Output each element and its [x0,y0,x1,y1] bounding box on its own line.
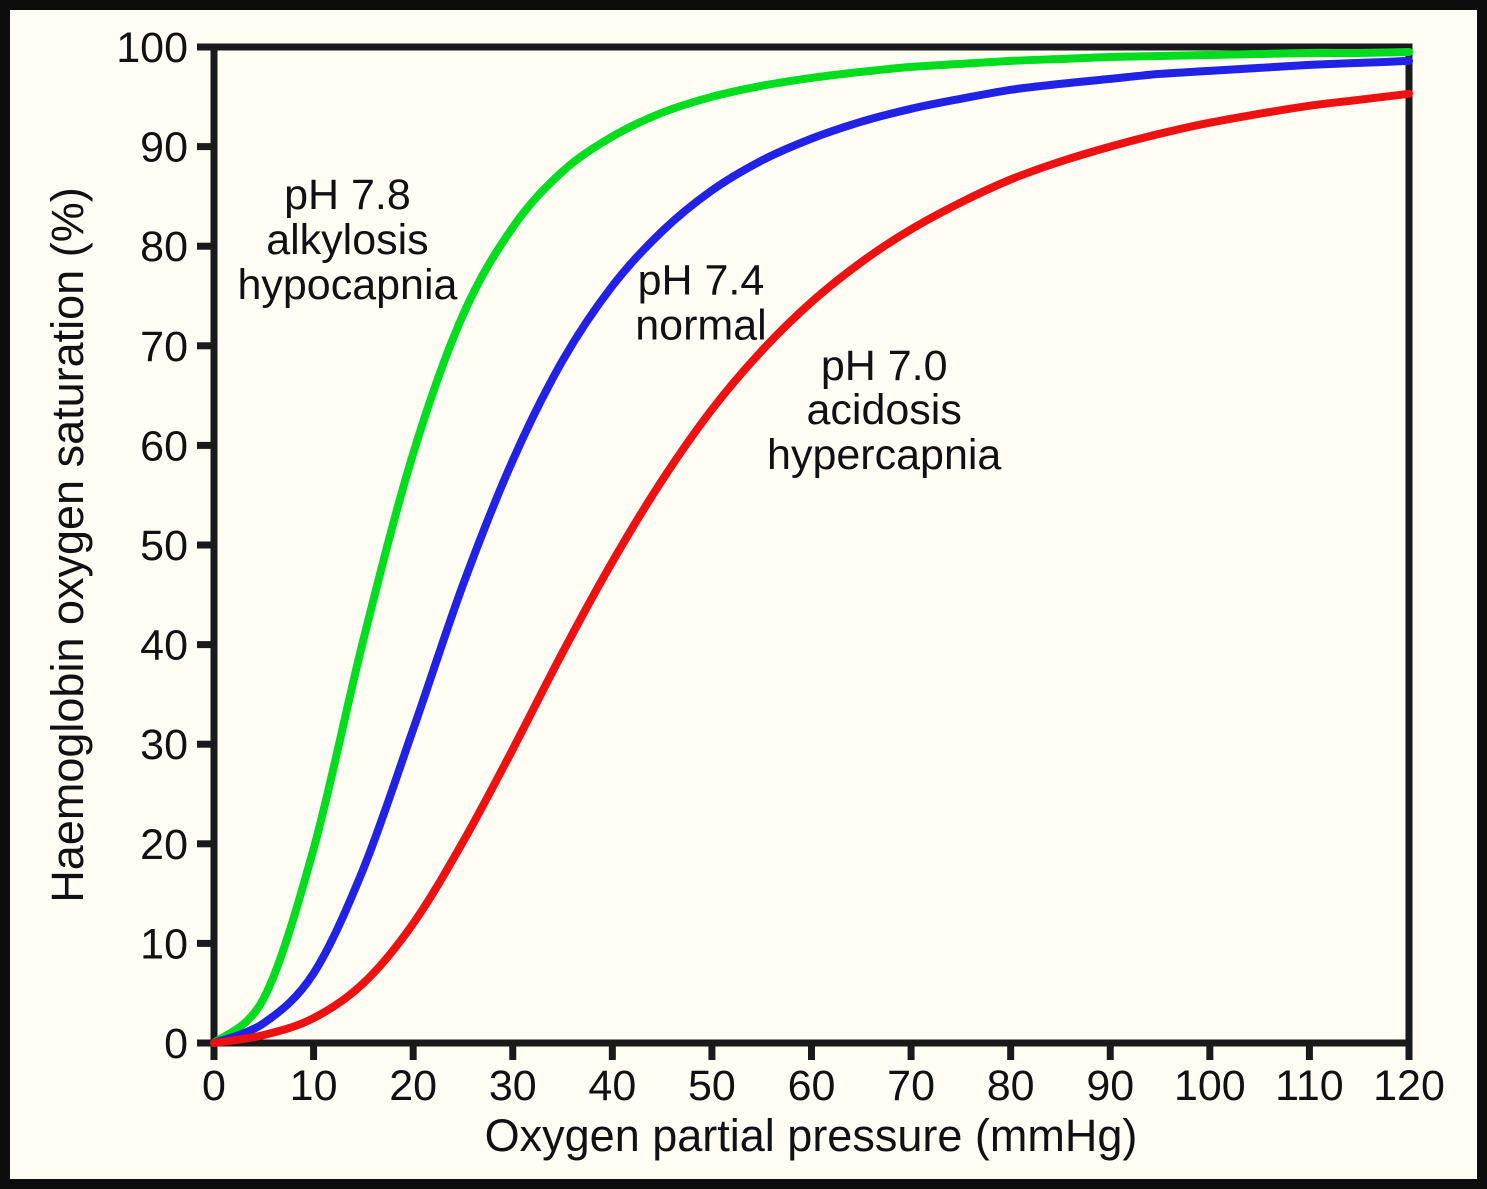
y-tick-label: 90 [140,124,188,172]
annotation-line: pH 7.8 [284,171,411,220]
annotation-line: acidosis [806,386,962,435]
y-tick-label: 20 [140,821,188,869]
x-tick-label: 10 [290,1062,338,1110]
annotation-line: pH 7.0 [820,341,948,390]
x-tick-label: 50 [688,1062,736,1110]
x-tick-label: 70 [887,1062,935,1110]
x-tick-label: 60 [788,1062,836,1110]
x-tick-label: 80 [987,1062,1035,1110]
annotation-line: hypercapnia [767,430,1002,479]
curve-2-ph-7-0 [210,89,1413,1047]
y-tick-label: 100 [116,24,188,72]
annotation-line: pH 7.4 [637,256,765,305]
annotation-line: hypocapnia [237,260,458,309]
x-tick-label: 110 [1275,1062,1344,1110]
y-tick-label: 40 [140,622,188,670]
annotation-ph-7-4: pH 7.4 normal [635,258,766,347]
x-tick-label: 90 [1086,1062,1134,1110]
x-tick-label: 0 [202,1062,226,1110]
y-tick-label: 60 [140,422,188,470]
x-tick-label: 30 [489,1062,537,1110]
plot-box [210,43,1413,1047]
curve-0-ph-7-8 [210,48,1413,1047]
y-tick-label: 0 [164,1020,188,1068]
y-tick-label: 70 [140,323,188,371]
y-axis-title: Haemoglobin oxygen saturation (%) [42,187,93,903]
annotation-ph-7-8: pH 7.8 alkylosis hypocapnia [237,173,457,307]
x-tick-label: 120 [1373,1062,1445,1110]
x-tick-label: 20 [389,1062,437,1110]
x-axis-title: Oxygen partial pressure (mmHg) [484,1110,1138,1161]
y-tick-label: 30 [140,721,188,769]
curve-1-ph-7-4 [210,56,1413,1047]
x-tick-label: 100 [1174,1062,1246,1110]
y-tick-label: 10 [140,920,188,968]
y-tick-label: 80 [140,223,188,271]
annotation-ph-7-0: pH 7.0 acidosis hypercapnia [767,343,1001,477]
annotation-line: alkylosis [266,215,429,264]
x-tick-label: 40 [588,1062,636,1110]
y-tick-label: 50 [140,522,188,570]
annotation-line: normal [635,300,767,349]
